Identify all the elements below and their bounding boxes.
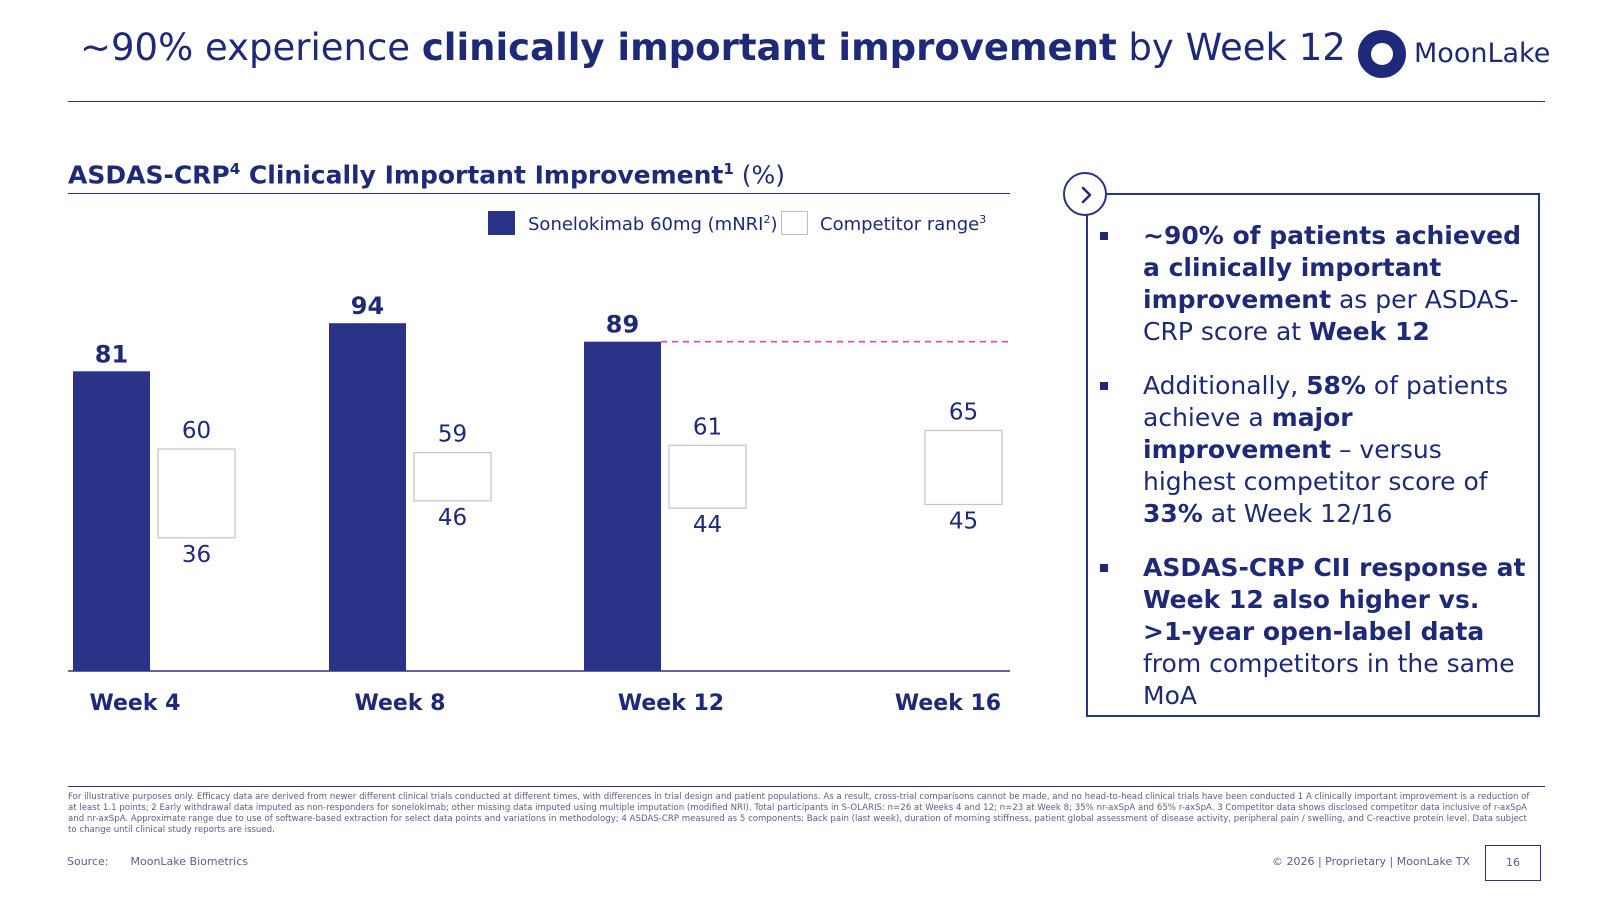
competitor-low-label: 45 <box>949 509 978 535</box>
x-tick-label: Week 4 <box>90 691 181 716</box>
x-tick-label: Week 8 <box>355 691 446 716</box>
legend-label-competitor: Competitor range3 <box>820 213 986 235</box>
legend-label-competitor-text: Competitor range <box>820 214 980 235</box>
legend-label-sonelokimab: Sonelokimab 60mg (mNRI2) <box>528 213 778 235</box>
bullet-square-icon <box>1100 232 1108 240</box>
key-finding-2-text-2: 58% <box>1306 371 1366 400</box>
competitor-high-label: 65 <box>949 400 978 426</box>
competitor-high-label: 61 <box>693 414 722 440</box>
key-finding-2: Additionally, 58% of patients achieve a … <box>1098 370 1530 530</box>
source-line: Source: MoonLake Biometrics <box>67 855 248 868</box>
chevron-right-icon <box>1063 172 1107 216</box>
source-value: MoonLake Biometrics <box>130 855 249 868</box>
key-finding-3-text-2: from competitors in the same MoA <box>1143 649 1515 710</box>
key-finding-2-text-6: 33% <box>1143 499 1203 528</box>
competitor-range-box <box>413 452 492 502</box>
chart-title: ASDAS-CRP4 Clinically Important Improvem… <box>68 160 785 189</box>
chart-title-unit: (%) <box>733 160 786 190</box>
sonelokimab-bar <box>329 323 406 671</box>
copyright: © 2026 | Proprietary | MoonLake TX <box>1271 855 1470 868</box>
bullet-square-icon <box>1100 564 1108 572</box>
bullet-square-icon <box>1100 382 1108 390</box>
key-finding-2-text-5: – versus highest competitor score of <box>1143 435 1488 496</box>
key-finding-2-text-3: of patients achieve a <box>1143 371 1508 432</box>
key-finding-1-text-2: as per ASDAS-CRP score at <box>1143 285 1519 346</box>
x-tick-label: Week 12 <box>618 691 724 716</box>
source-label: Source: <box>67 855 109 868</box>
legend-swatch-sonelokimab <box>488 211 515 235</box>
key-findings-panel <box>1086 193 1540 717</box>
legend-label-competitor-sup: 3 <box>979 213 987 226</box>
competitor-range-box <box>924 429 1003 506</box>
sonelokimab-value-label: 89 <box>606 311 639 339</box>
logo-wordmark: MoonLake <box>1414 38 1551 69</box>
x-tick-label: Week 16 <box>895 691 1001 716</box>
key-findings-list: ~90% of patients achieved a clinically i… <box>1098 220 1530 734</box>
page-title: ~90% experience clinically important imp… <box>80 26 1346 69</box>
footnote: For illustrative purposes only. Efficacy… <box>68 792 1530 835</box>
key-finding-3: ASDAS-CRP CII response at Week 12 also h… <box>1098 552 1530 712</box>
chart-title-main: ASDAS-CRP <box>68 160 230 190</box>
competitor-low-label: 44 <box>693 512 722 538</box>
chart-title-mid: Clinically Important Improvement <box>240 160 724 190</box>
title-emphasis: clinically important improvement <box>421 26 1117 69</box>
sonelokimab-bar <box>584 341 661 671</box>
moonlake-logo: MoonLake <box>1358 30 1551 80</box>
legend-label-sonelokimab-text: Sonelokimab 60mg (mNRI <box>528 214 764 235</box>
title-prefix: ~90% experience <box>80 26 422 69</box>
key-finding-1: ~90% of patients achieved a clinically i… <box>1098 220 1530 348</box>
chart-title-sup-1: 4 <box>229 160 241 178</box>
legend-swatch-competitor <box>781 211 808 235</box>
competitor-low-label: 36 <box>182 542 211 568</box>
footer-divider <box>68 786 1545 787</box>
sonelokimab-value-label: 81 <box>95 340 128 368</box>
competitor-low-label: 46 <box>438 505 467 531</box>
legend-label-sonelokimab-sup: 2 <box>763 213 771 226</box>
competitor-range-box <box>157 448 236 539</box>
chart-title-divider <box>68 193 1010 194</box>
legend-label-sonelokimab-close: ) <box>770 214 778 235</box>
sonelokimab-bar <box>73 371 150 671</box>
key-finding-3-text-1: ASDAS-CRP CII response at Week 12 also h… <box>1143 553 1526 646</box>
key-finding-1-text-1: ~90% of patients achieved a clinically i… <box>1143 221 1521 314</box>
key-finding-2-text-7: at Week 12/16 <box>1202 499 1393 528</box>
key-finding-2-text-1: Additionally, <box>1143 371 1307 400</box>
sonelokimab-value-label: 94 <box>351 292 384 320</box>
chart-legend: Sonelokimab 60mg (mNRI2) Competitor rang… <box>488 211 1008 241</box>
competitor-range-box <box>668 444 747 509</box>
key-finding-1-text-3: Week 12 <box>1309 317 1430 346</box>
key-finding-2-text-4: major improvement <box>1143 403 1353 464</box>
competitor-high-label: 60 <box>182 418 211 444</box>
title-suffix: by Week 12 <box>1116 26 1346 69</box>
competitor-high-label: 59 <box>438 422 467 448</box>
page-number: 16 <box>1485 845 1541 881</box>
header-divider <box>68 101 1545 102</box>
chart-title-sup-2: 1 <box>723 160 734 178</box>
moon-ring-icon <box>1358 30 1406 78</box>
